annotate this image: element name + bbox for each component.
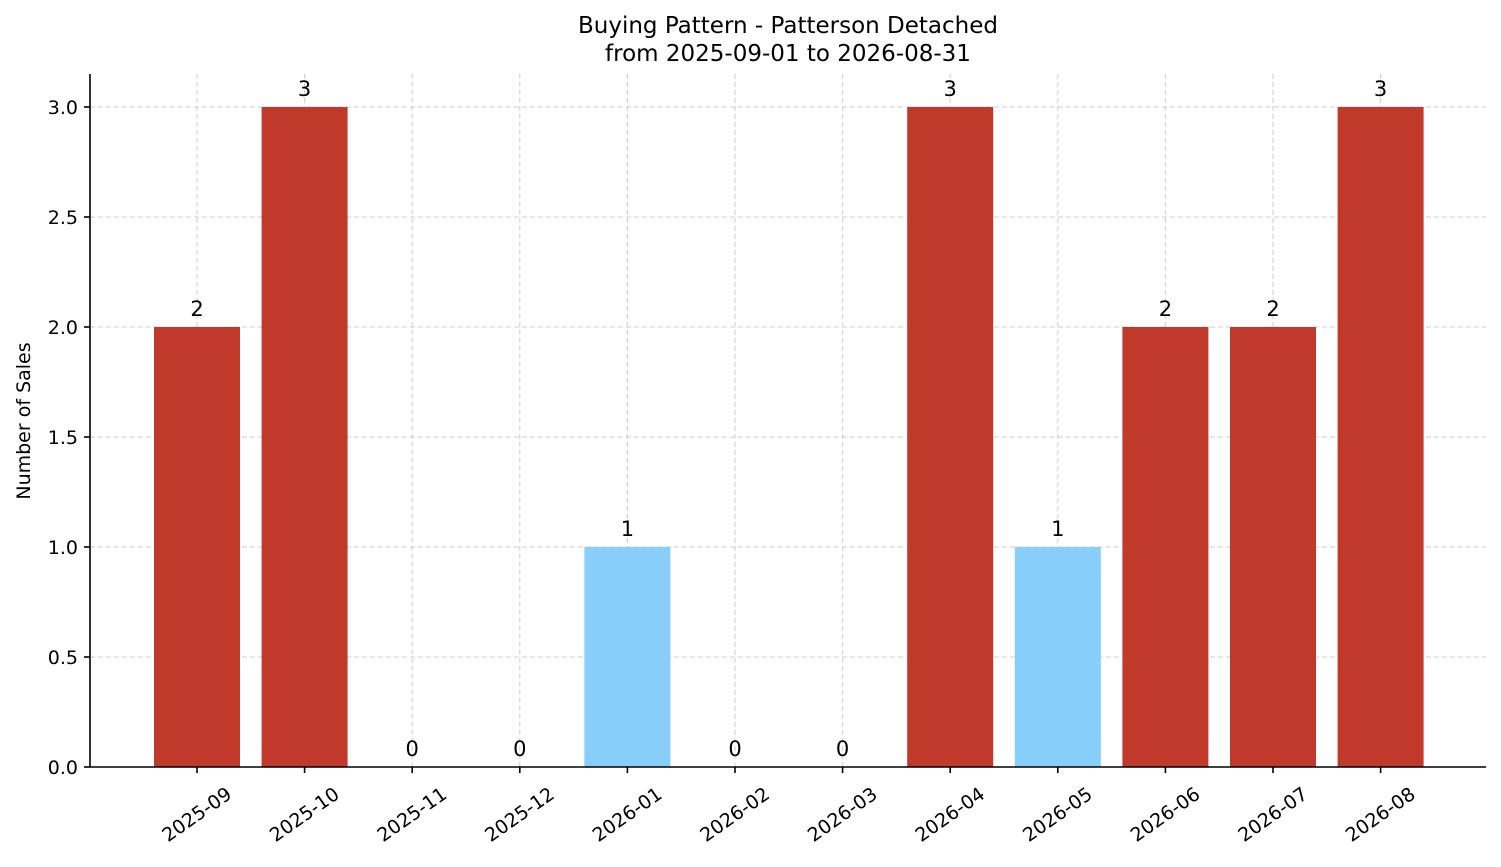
chart-subtitle: from 2025-09-01 to 2026-08-31 — [605, 41, 971, 67]
x-tick-label: 2026-01 — [589, 783, 667, 847]
x-tick-label: 2026-04 — [911, 783, 989, 847]
bar-2026-08 — [1337, 107, 1424, 767]
bar-value-label: 2 — [190, 297, 203, 321]
x-tick-label: 2026-02 — [696, 783, 774, 847]
y-tick-label: 3.0 — [48, 97, 78, 119]
x-tick-label: 2026-05 — [1019, 783, 1097, 847]
bar-2026-04 — [907, 107, 994, 767]
bars — [154, 107, 1424, 767]
x-tick-label: 2025-10 — [266, 783, 344, 847]
x-tick-label: 2025-09 — [158, 783, 236, 847]
y-tick-label: 1.0 — [48, 537, 78, 559]
bar-value-label: 0 — [728, 737, 741, 761]
y-tick-label: 0.5 — [48, 647, 78, 669]
bar-value-label: 1 — [621, 517, 634, 541]
bar-value-label: 1 — [1051, 517, 1064, 541]
bar-value-label: 0 — [513, 737, 526, 761]
bar-value-labels: 2 3 0 0 1 0 0 3 1 2 2 3 — [190, 77, 1387, 761]
bar-2026-05 — [1014, 547, 1101, 767]
y-tick-label: 0.0 — [48, 757, 78, 779]
bar-2026-06 — [1122, 327, 1209, 767]
bar-value-label: 0 — [406, 737, 419, 761]
bar-value-label: 2 — [1266, 297, 1279, 321]
y-tick-label: 1.5 — [48, 427, 78, 449]
x-tick-label: 2025-12 — [481, 783, 559, 847]
x-tick-label: 2026-08 — [1342, 783, 1420, 847]
x-tick-label: 2026-03 — [804, 783, 882, 847]
bar-2025-09 — [154, 327, 240, 767]
x-tick-label: 2025-11 — [373, 783, 451, 847]
bar-2026-01 — [584, 547, 671, 767]
bar-value-label: 0 — [836, 737, 849, 761]
bar-2025-10 — [261, 107, 348, 767]
bar-value-label: 3 — [944, 77, 957, 101]
x-tick-label: 2026-06 — [1127, 783, 1205, 847]
y-tick-label: 2.5 — [48, 207, 78, 229]
bar-value-label: 3 — [298, 77, 311, 101]
x-tick-label: 2026-07 — [1234, 783, 1312, 847]
bar-value-label: 2 — [1159, 297, 1172, 321]
y-axis-label: Number of Sales — [13, 342, 35, 499]
bar-2026-07 — [1230, 327, 1316, 767]
y-tick-label: 2.0 — [48, 317, 78, 339]
chart-title: Buying Pattern - Patterson Detached — [578, 13, 998, 39]
bar-value-label: 3 — [1374, 77, 1387, 101]
